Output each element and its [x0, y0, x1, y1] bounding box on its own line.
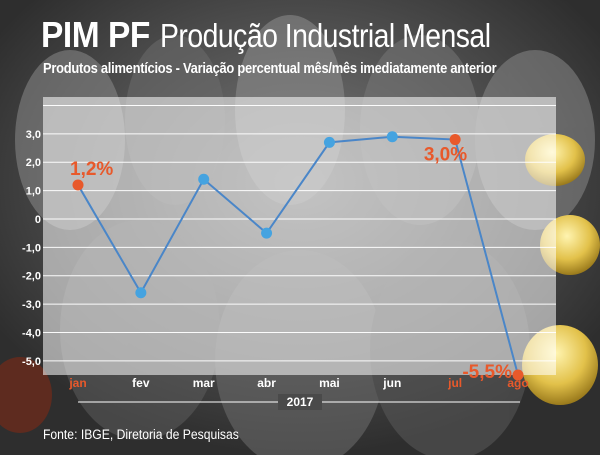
x-tick-label: jun [382, 376, 401, 390]
y-tick-label: 3,0 [26, 129, 41, 141]
gridlines [43, 105, 556, 362]
data-point [72, 179, 84, 191]
data-labels: 1,2% 3,0% -5,5% [70, 145, 512, 383]
y-tick-label: -5,0 [22, 356, 41, 368]
y-tick-label: 2,0 [26, 157, 41, 169]
x-tick-label: jul [447, 376, 462, 390]
y-tick-label: -1,0 [22, 242, 41, 254]
data-label: -5,5% [462, 362, 512, 383]
x-tick-label: mar [193, 376, 215, 390]
x-tick-label: abr [257, 376, 276, 390]
series-line [77, 135, 519, 376]
data-point [512, 369, 524, 381]
data-point [449, 134, 461, 146]
x-tick-label: mai [319, 376, 340, 390]
y-tick-label: -4,0 [22, 327, 41, 339]
page-title: PIM PF Produção Industrial Mensal [41, 14, 545, 56]
data-point [135, 287, 147, 299]
y-tick-label: 0 [35, 214, 41, 226]
data-point [198, 173, 210, 185]
y-tick-label: -2,0 [22, 271, 41, 283]
y-tick-label: -3,0 [22, 299, 41, 311]
y-axis-tick-labels: 3,0 2,0 1,0 0 -1,0 -2,0 -3,0 -4,0 -5,0 [22, 129, 41, 368]
data-point [386, 131, 398, 143]
data-point [261, 227, 273, 239]
source-note: Fonte: IBGE, Diretoria de Pesquisas [43, 427, 239, 442]
title-rest: Produção Industrial Mensal [160, 17, 491, 54]
chart-subtitle: Produtos alimentícios - Variação percent… [43, 60, 497, 77]
data-points [72, 131, 524, 381]
title-bold: PIM PF [41, 14, 150, 55]
y-tick-label: 1,0 [26, 186, 41, 198]
data-point [323, 136, 335, 148]
x-tick-label: ago [507, 376, 528, 390]
x-tick-label: fev [132, 376, 150, 390]
data-label: 3,0% [424, 145, 467, 166]
x-axis-title: 2017 [287, 395, 314, 409]
x-tick-label: jan [68, 376, 86, 390]
chart-panel [43, 97, 556, 375]
x-axis-tick-labels: jan fev mar abr mai jun jul ago [68, 376, 528, 390]
data-label: 1,2% [70, 159, 113, 180]
x-axis-year-label-bg [278, 394, 322, 410]
